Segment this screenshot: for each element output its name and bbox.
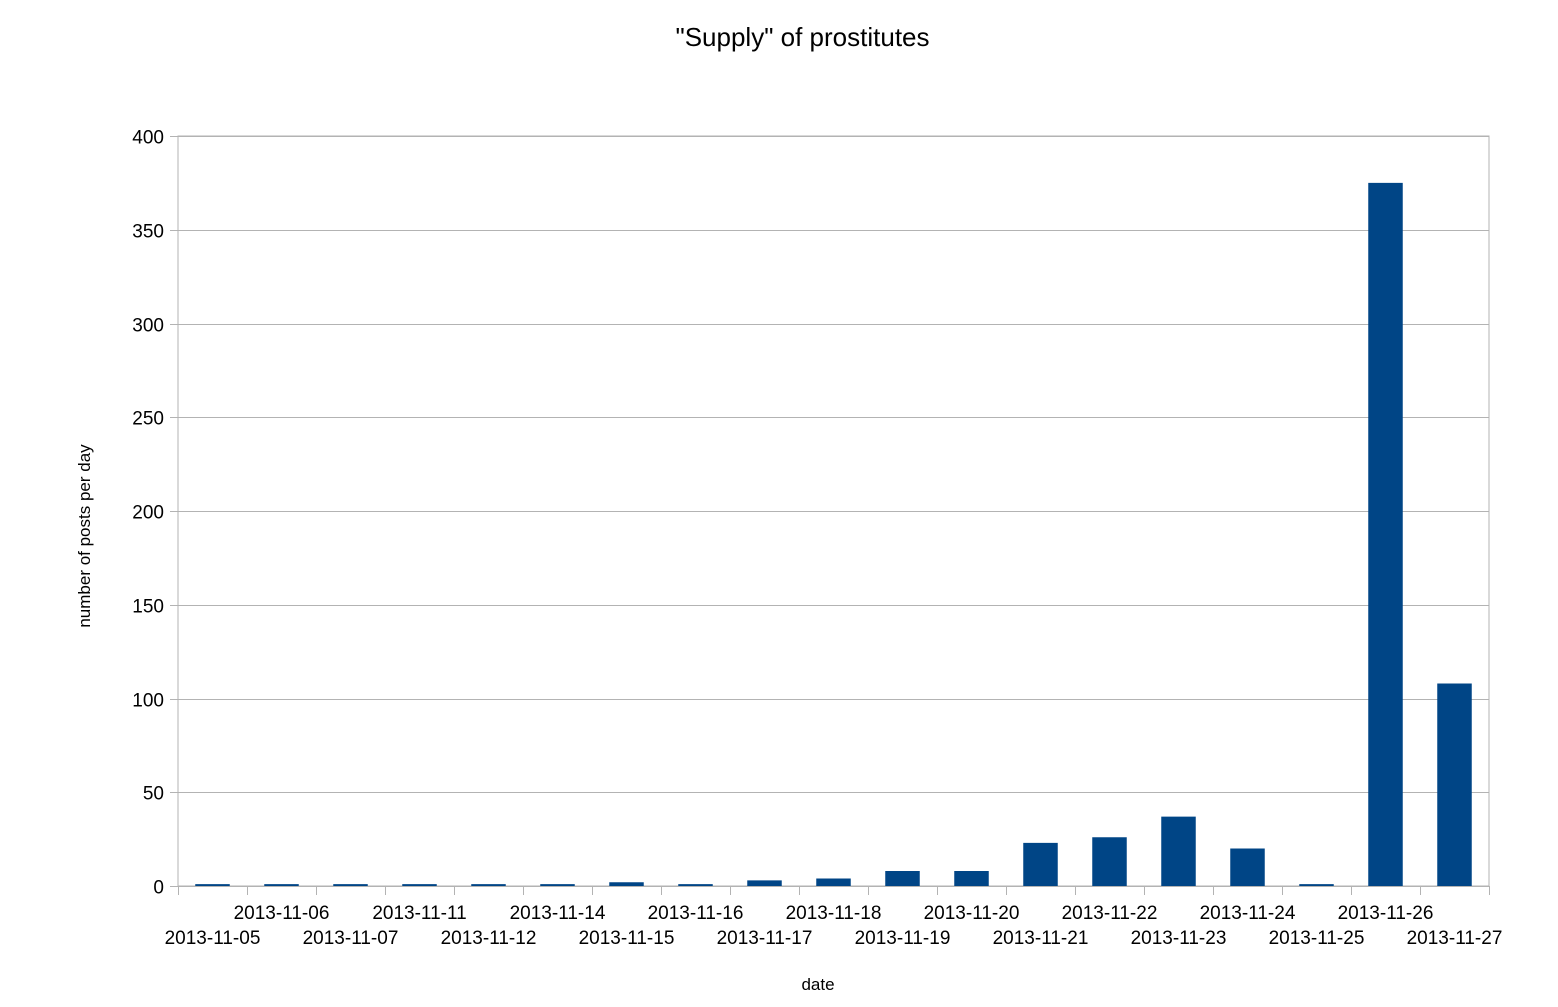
axes	[178, 886, 1490, 895]
x-tick-label: 2013-11-05	[165, 928, 261, 949]
bar-2013-11-18	[816, 878, 851, 886]
x-tick-label: 2013-11-14	[510, 903, 606, 924]
bar-2013-11-14	[540, 884, 575, 886]
bar-2013-11-05	[195, 884, 230, 886]
bar-2013-11-24	[1230, 848, 1265, 886]
x-tick-label: 2013-11-12	[441, 928, 537, 949]
bar-2013-11-20	[954, 871, 989, 886]
bar-2013-11-22	[1092, 837, 1127, 886]
grid-lines	[170, 135, 1490, 887]
bar-2013-11-15	[609, 882, 644, 886]
bar-2013-11-25	[1299, 884, 1334, 886]
y-tick-label: 100	[132, 691, 164, 712]
bar-2013-11-23	[1161, 816, 1196, 886]
bar-2013-11-21	[1023, 842, 1058, 886]
bars	[195, 182, 1472, 886]
bar-2013-11-12	[471, 884, 506, 886]
x-tick-label: 2013-11-21	[993, 928, 1089, 949]
x-tick-label: 2013-11-15	[579, 928, 675, 949]
bar-2013-11-27	[1437, 683, 1472, 886]
x-tick-label: 2013-11-25	[1269, 928, 1365, 949]
bar-2013-11-26	[1368, 182, 1403, 886]
y-tick-label: 350	[132, 222, 164, 243]
x-tick-label: 2013-11-16	[648, 903, 744, 924]
x-tick-label: 2013-11-07	[303, 928, 399, 949]
tick-labels: 0 50 100 150 200 250 300 350 400 2013-11-05 2013-1…	[132, 128, 1502, 950]
y-tick-label: 300	[132, 316, 164, 337]
x-axis-label: date	[801, 975, 835, 994]
bar-2013-11-07	[333, 884, 368, 886]
bar-2013-11-11	[402, 884, 437, 886]
x-tick-label: 2013-11-11	[372, 903, 466, 924]
bar-2013-11-06	[264, 884, 299, 886]
bar-2013-11-17	[747, 880, 782, 886]
bar-2013-11-16	[678, 884, 713, 886]
y-tick-label: 250	[132, 409, 164, 430]
x-tick-label: 2013-11-26	[1338, 903, 1434, 924]
x-tick-label: 2013-11-19	[855, 928, 951, 949]
x-tick-label: 2013-11-24	[1200, 903, 1296, 924]
x-tick-label: 2013-11-27	[1407, 928, 1503, 949]
y-tick-label: 0	[153, 878, 164, 899]
x-tick-label: 2013-11-06	[234, 903, 330, 924]
x-tick-label: 2013-11-22	[1062, 903, 1158, 924]
x-tick-label: 2013-11-23	[1131, 928, 1227, 949]
chart-title: "Supply" of prostitutes	[675, 22, 930, 52]
y-tick-label: 400	[132, 128, 164, 149]
x-tick-label: 2013-11-18	[786, 903, 882, 924]
x-tick-label: 2013-11-17	[717, 928, 813, 949]
y-tick-label: 200	[132, 503, 164, 524]
bar-2013-11-19	[885, 871, 920, 886]
y-tick-label: 150	[132, 597, 164, 618]
x-tick-label: 2013-11-20	[924, 903, 1020, 924]
y-tick-label: 50	[143, 784, 164, 805]
